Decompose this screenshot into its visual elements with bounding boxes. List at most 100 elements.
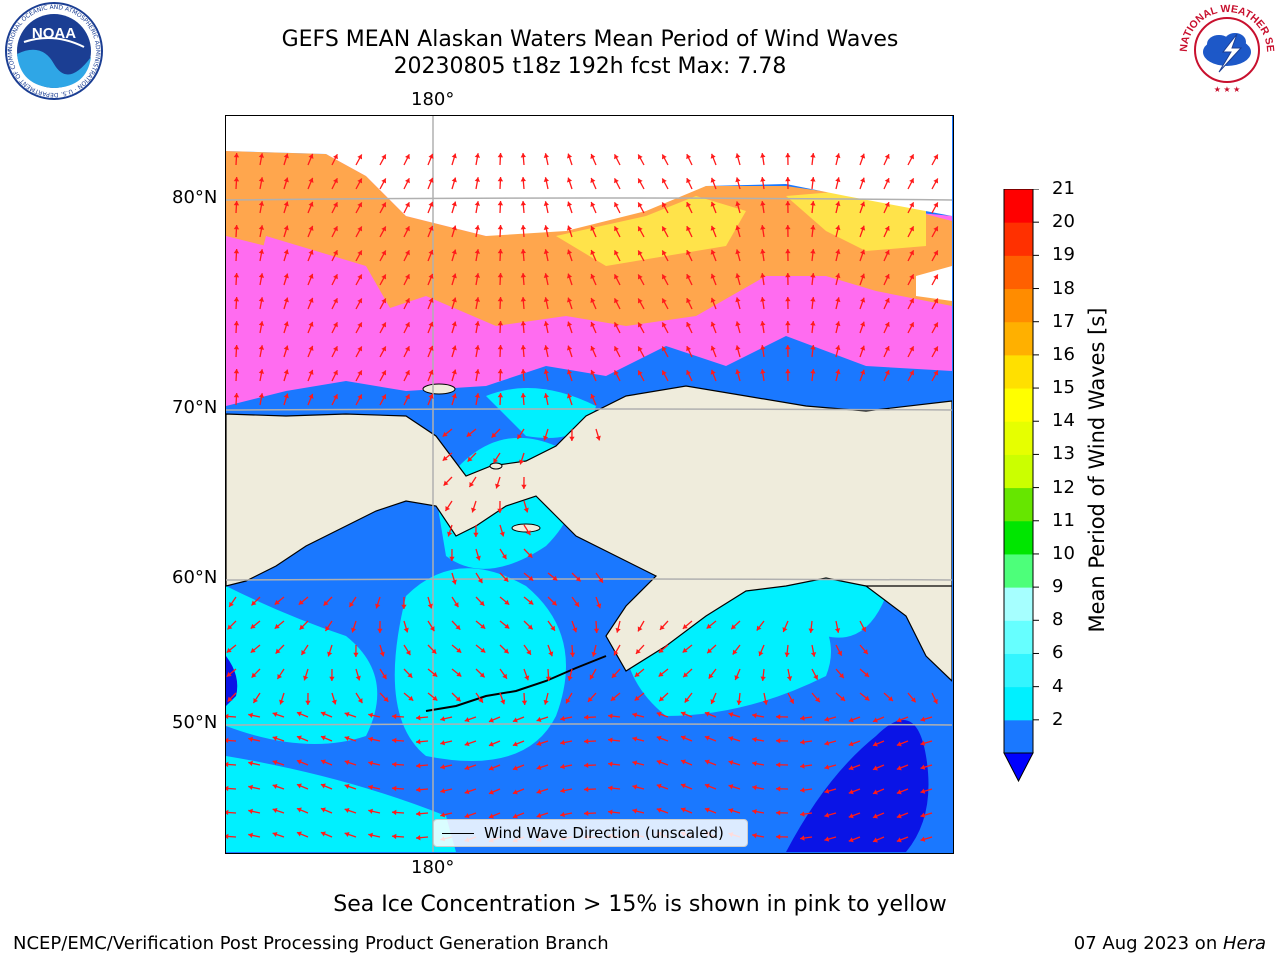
wave-direction-arrowhead <box>800 835 805 841</box>
wave-direction-arrowhead <box>353 652 359 657</box>
colorbar-segment <box>1004 288 1033 323</box>
wave-direction-arrowhead <box>308 345 314 351</box>
wave-direction-arrowhead <box>860 177 866 183</box>
wave-direction-arrowhead <box>464 765 470 771</box>
wave-direction-arrowhead <box>392 833 397 840</box>
wave-direction-arrowhead <box>320 807 326 813</box>
wave-direction-arrowhead <box>835 153 841 159</box>
wave-direction-arrowhead <box>860 321 866 327</box>
wave-direction-arrowhead <box>565 698 571 704</box>
wave-direction-arrowhead <box>785 345 791 350</box>
wave-direction-arrowhead <box>248 736 253 742</box>
wave-direction-arrowhead <box>233 177 240 182</box>
wave-direction-arrowhead <box>752 712 757 719</box>
wave-direction-arrowhead <box>226 833 229 840</box>
wave-direction-arrowhead <box>785 249 791 254</box>
wave-direction-arrowhead <box>686 178 692 184</box>
wave-direction-arrowhead <box>860 153 866 159</box>
wave-direction-arrowhead <box>451 369 457 375</box>
wave-direction-arrowhead <box>569 436 575 441</box>
sea-ice <box>556 196 746 266</box>
wave-direction-arrowhead <box>474 249 481 254</box>
wave-direction-arrowhead <box>226 737 229 744</box>
wave-direction-arrowhead <box>357 178 363 184</box>
wave-direction-arrowhead <box>428 321 434 327</box>
wave-direction-arrowhead <box>451 153 457 159</box>
wave-direction-arrowhead <box>428 393 434 399</box>
wave-direction-arrowhead <box>800 763 805 769</box>
colorbar-tick-label: 10 <box>1052 542 1075 564</box>
wave-direction-arrowhead <box>226 671 232 677</box>
wave-direction-arrowhead <box>512 741 518 747</box>
wave-direction-arrowhead <box>776 810 781 816</box>
no-data-region <box>916 266 952 301</box>
wave-region-cyan <box>486 388 596 438</box>
wave-direction-arrowhead <box>608 785 613 791</box>
wave-direction-arrowhead <box>590 346 596 351</box>
wave-direction-arrowhead <box>734 675 740 681</box>
colorbar-tick-label: 19 <box>1052 244 1075 266</box>
wave-direction-arrowhead <box>810 297 816 302</box>
wave-direction-arrowhead <box>910 697 916 703</box>
wave-direction-arrowhead <box>258 177 265 182</box>
footer-credit: NCEP/EMC/Verification Post Processing Pr… <box>13 933 609 954</box>
wave-direction-arrowhead <box>357 202 363 208</box>
wave-direction-arrowhead <box>932 698 938 704</box>
wave-direction-arrowhead <box>909 346 914 352</box>
colorbar-segment <box>1004 553 1033 588</box>
wave-direction-arrowhead <box>383 696 389 702</box>
wave-direction-arrowhead <box>272 783 278 790</box>
wave-direction-arrowhead <box>752 760 757 767</box>
wave-direction-arrowhead <box>277 674 283 680</box>
wave-direction-arrowhead <box>344 759 350 766</box>
wave-direction-arrowhead <box>226 809 229 816</box>
wave-region-cyan <box>226 586 378 744</box>
wave-direction-arrowhead <box>728 712 734 718</box>
wave-direction-arrowhead <box>590 178 596 183</box>
wave-direction-arrowhead <box>440 788 446 794</box>
wave-direction-arrowhead <box>451 273 457 279</box>
wave-direction-arrowhead <box>682 647 688 653</box>
wave-direction-arrowhead <box>551 600 557 606</box>
wave-direction-arrowhead <box>497 273 504 278</box>
wave-direction-arrowhead <box>735 177 741 183</box>
wave-direction-arrowhead <box>331 699 337 705</box>
wave-direction-arrowhead <box>861 626 866 632</box>
wave-direction-arrowhead <box>233 393 240 398</box>
wave-direction-arrowhead <box>381 298 387 304</box>
wave-direction-arrowhead <box>835 225 841 231</box>
wave-direction-arrowhead <box>333 274 338 280</box>
wave-direction-arrowhead <box>572 627 578 633</box>
chart-title: GEFS MEAN Alaskan Waters Mean Period of … <box>281 27 899 52</box>
colorbar-tick-label: 6 <box>1052 642 1064 664</box>
wave-direction-arrowhead <box>296 807 302 813</box>
wave-direction-arrowhead <box>308 249 314 255</box>
wave-direction-arrowhead <box>432 671 438 677</box>
wave-direction-arrowhead <box>920 764 926 770</box>
wave-direction-arrowhead <box>440 716 446 722</box>
wave-direction-arrowhead <box>590 274 596 279</box>
wave-direction-arrowhead <box>566 321 573 327</box>
wave-direction-arrowhead <box>368 808 373 814</box>
wave-direction-arrowhead <box>909 250 914 256</box>
wave-direction-arrowhead <box>608 737 613 743</box>
wave-direction-arrowhead <box>920 836 926 842</box>
wave-direction-arrowhead <box>762 700 769 705</box>
wave-direction-arrowhead <box>933 370 939 376</box>
colorbar-tick-label: 9 <box>1052 576 1064 598</box>
wave-direction-arrowhead <box>520 225 527 230</box>
wave-direction-arrowhead <box>590 250 596 255</box>
wave-direction-arrowhead <box>704 807 710 813</box>
wave-direction-arrowhead <box>810 153 816 158</box>
wave-direction-arrowhead <box>848 837 854 843</box>
wave-direction-arrowhead <box>824 716 830 722</box>
wave-direction-arrowhead <box>560 811 565 818</box>
wave-direction-arrowhead <box>543 201 549 206</box>
wave-direction-arrowhead <box>661 202 667 208</box>
wave-direction-arrowhead <box>299 624 305 630</box>
wave-direction-arrowhead <box>308 297 314 303</box>
wave-direction-arrowhead <box>428 177 434 183</box>
wave-direction-arrowhead <box>248 832 253 838</box>
wave-direction-arrowhead <box>416 715 421 721</box>
wave-direction-arrowhead <box>933 298 939 304</box>
